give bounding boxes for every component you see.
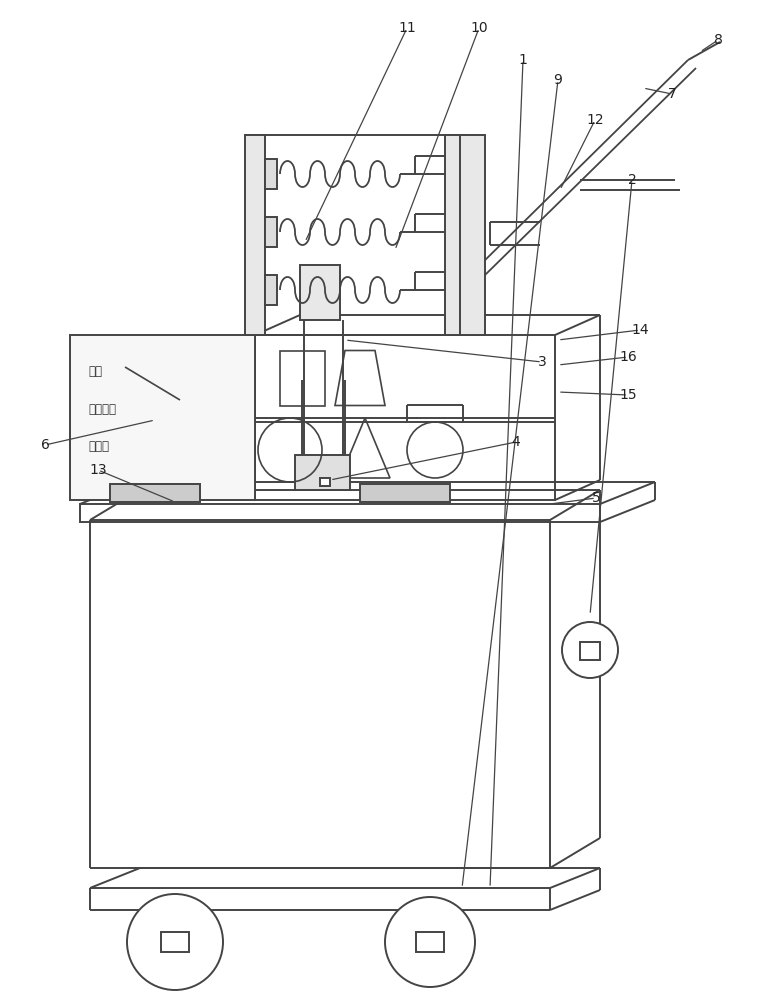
Circle shape [385, 897, 475, 987]
Bar [265, 217, 277, 247]
Text: 8: 8 [714, 33, 722, 47]
Bar [265, 159, 277, 189]
Text: 5: 5 [591, 491, 601, 505]
Bar [280, 351, 325, 406]
Text: 2: 2 [628, 173, 636, 187]
Circle shape [562, 622, 618, 678]
Text: 正方形：: 正方形： [88, 403, 116, 416]
Text: 图：: 图： [88, 365, 102, 378]
Bar [300, 265, 340, 320]
Text: 15: 15 [619, 388, 637, 402]
Bar [255, 335, 555, 500]
Bar [245, 135, 265, 335]
Text: 7: 7 [668, 87, 676, 101]
Text: 6: 6 [40, 438, 50, 452]
Bar [416, 932, 444, 952]
Bar [460, 135, 485, 335]
Bar [360, 484, 450, 502]
Bar [70, 335, 255, 500]
Bar [265, 275, 277, 305]
Circle shape [127, 894, 223, 990]
Text: 1: 1 [519, 53, 527, 67]
Bar [80, 504, 600, 522]
Text: 3: 3 [538, 355, 546, 369]
Text: 14: 14 [631, 323, 649, 337]
Text: 13: 13 [89, 463, 107, 477]
Text: 圆柱：: 圆柱： [88, 440, 109, 453]
Bar [295, 455, 350, 490]
Text: 12: 12 [586, 113, 604, 127]
Bar [320, 478, 330, 486]
Text: 4: 4 [512, 435, 520, 449]
Bar [445, 135, 465, 335]
Bar [161, 932, 189, 952]
Text: 11: 11 [398, 21, 416, 35]
Text: 9: 9 [553, 73, 563, 87]
Text: 16: 16 [619, 350, 637, 364]
Bar [580, 642, 600, 660]
Text: 10: 10 [470, 21, 488, 35]
Bar [110, 484, 200, 502]
